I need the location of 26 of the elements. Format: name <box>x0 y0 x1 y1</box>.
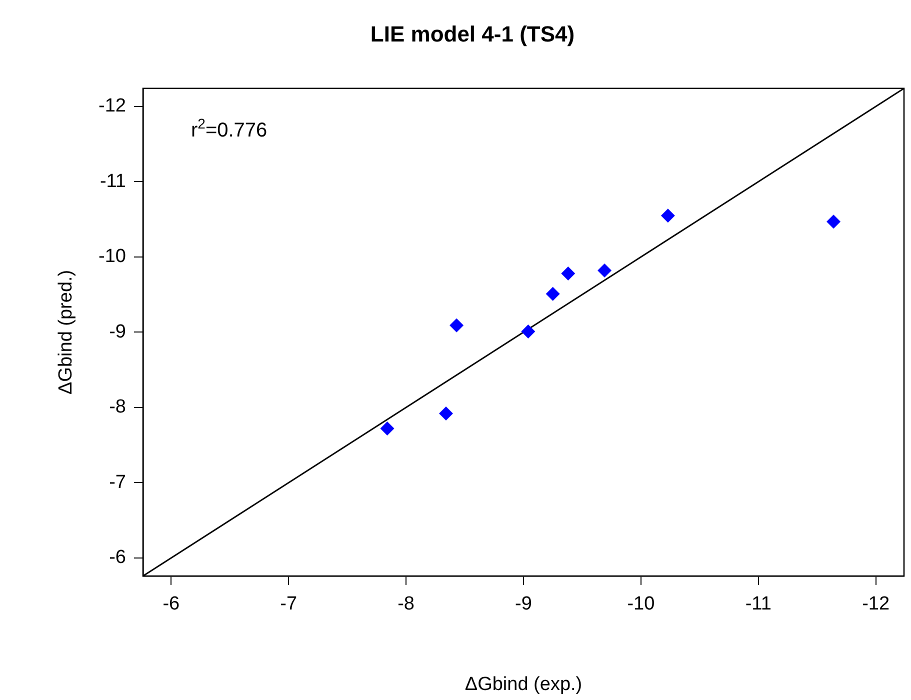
y-tick-label: -8 <box>109 396 126 418</box>
x-tick-label: -11 <box>745 594 772 615</box>
point <box>660 208 675 223</box>
x-tick-label: -9 <box>515 594 532 615</box>
y-tick-label: -10 <box>98 246 126 268</box>
point <box>561 266 576 281</box>
x-tick-label: -7 <box>280 594 298 615</box>
x-tick-label: -6 <box>162 594 180 615</box>
x-axis-title: ΔGbind (exp.) <box>464 674 582 695</box>
point <box>546 286 560 301</box>
x-tick-label: -8 <box>398 594 415 615</box>
point <box>826 214 841 229</box>
y-tick-label: -12 <box>98 96 126 117</box>
point <box>521 324 536 338</box>
x-tick-label: -10 <box>627 594 655 615</box>
y-tick-label: -6 <box>109 547 126 568</box>
y-axis-title: ΔGbind (pred.) <box>56 270 77 395</box>
y-tick-label: -7 <box>109 472 126 493</box>
x-tick-label: -12 <box>862 594 890 615</box>
chart-title: LIE model 4-1 (TS4) <box>370 21 575 46</box>
point <box>598 264 612 278</box>
y-tick-label: -9 <box>109 321 126 342</box>
point <box>380 422 394 436</box>
y-tick-label: -11 <box>100 170 126 192</box>
point <box>438 406 453 420</box>
point <box>450 318 464 332</box>
